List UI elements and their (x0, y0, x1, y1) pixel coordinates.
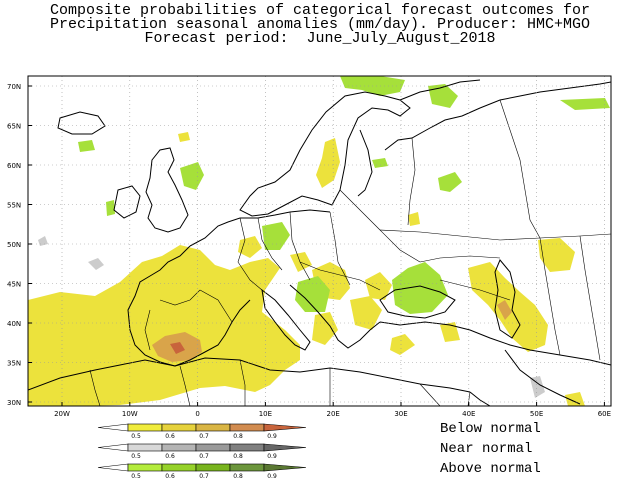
latitude-labels: 70N 65N 60N 55N 50N 45N 40N 35N 30N (7, 83, 32, 407)
legend-label-above: Above normal (440, 461, 541, 477)
legend-tick-label: 0.8 (233, 433, 243, 440)
country-borders (89, 99, 611, 406)
legend: 0.5 0.6 0.7 0.8 0.9 0.5 0.6 0.7 0.8 0.9 0.5 0.6 0.7 0… (97, 423, 307, 480)
legend-swatch (195, 463, 231, 472)
legend-swatch (229, 443, 265, 452)
lat-tick-label: 60N (7, 162, 21, 170)
legend-swatch (161, 463, 197, 472)
legend-arrow-left (97, 423, 129, 432)
lat-tick-label: 35N (7, 360, 21, 368)
lon-tick-label: 20E (327, 410, 340, 418)
legend-label-below: Below normal (440, 421, 541, 437)
legend-tick-label: 0.8 (233, 473, 243, 480)
legend-arrow-left (97, 463, 129, 472)
probability-shading (28, 76, 610, 406)
legend-tick-label: 0.5 (131, 433, 141, 440)
near-normal-areas (38, 236, 545, 398)
lat-tick-label: 30N (7, 399, 21, 407)
lat-tick-label: 70N (7, 83, 21, 91)
plot-frame (27, 75, 612, 407)
above-normal-areas (78, 76, 610, 314)
legend-tick-label: 0.6 (165, 473, 175, 480)
lon-tick-label: 20W (54, 410, 70, 418)
below-normal-strongest-areas (170, 342, 185, 354)
lon-tick-label: 60E (598, 410, 611, 418)
legend-tick-label: 0.9 (267, 433, 277, 440)
lat-tick-label: 50N (7, 241, 21, 249)
legend-tick-label: 0.9 (267, 453, 277, 460)
lon-tick-label: 10W (122, 410, 138, 418)
title-line-1: Composite probabilities of categorical f… (49, 2, 591, 19)
legend-swatch (229, 463, 265, 472)
legend-arrow-left (97, 443, 129, 452)
legend-swatch (195, 443, 231, 452)
legend-arrow-right (263, 463, 307, 472)
title-line-2: Precipitation seasonal anomalies (mm/day… (49, 16, 591, 33)
lon-tick-label: 40E (462, 410, 475, 418)
legend-arrow-right (263, 443, 307, 452)
legend-tick-label: 0.7 (199, 453, 209, 460)
coastlines (28, 79, 611, 406)
lon-tick-label: 10E (259, 410, 272, 418)
legend-tick-label: 0.6 (165, 453, 175, 460)
legend-swatch (161, 443, 197, 452)
legend-tick-label: 0.6 (165, 433, 175, 440)
lon-tick-label: 50E (530, 410, 543, 418)
legend-label-near: Near normal (440, 441, 533, 457)
legend-swatch (127, 423, 163, 432)
title-line-3: Forecast period: June_July_August_2018 (144, 30, 496, 47)
legend-swatch (195, 423, 231, 432)
legend-tick-label: 0.8 (233, 453, 243, 460)
lat-tick-label: 65N (7, 123, 21, 131)
legend-tick-label: 0.5 (131, 473, 141, 480)
lat-tick-label: 45N (7, 281, 21, 289)
legend-swatch (127, 463, 163, 472)
legend-arrow-right (263, 423, 307, 432)
lat-tick-label: 55N (7, 202, 21, 210)
legend-tick-label: 0.7 (199, 433, 209, 440)
map-title: Composite probabilities of categorical f… (0, 2, 640, 47)
lon-tick-label: 0 (195, 410, 199, 418)
lat-tick-label: 40N (7, 320, 21, 328)
legend-tick-label: 0.7 (199, 473, 209, 480)
legend-swatch (127, 443, 163, 452)
legend-tick-label: 0.9 (267, 473, 277, 480)
longitude-labels: 20W 10W 0 10E 20E 30E 40E 50E 60E (54, 402, 611, 418)
lon-tick-label: 30E (394, 410, 407, 418)
legend-swatch (229, 423, 265, 432)
legend-tick-label: 0.5 (131, 453, 141, 460)
legend-swatch (161, 423, 197, 432)
below-normal-areas (28, 132, 585, 406)
